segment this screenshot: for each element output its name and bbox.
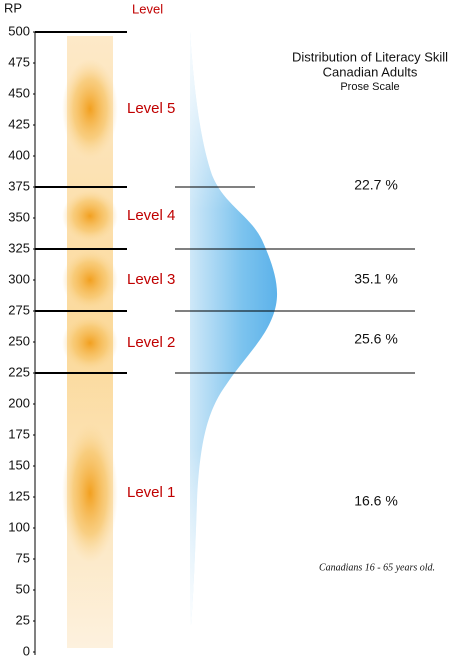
- y-tick-label: 200: [8, 395, 30, 410]
- level-label: Level 1: [127, 484, 175, 501]
- level-spot: [62, 190, 118, 242]
- y-tick-label: 175: [8, 426, 30, 441]
- y-tick-label: 25: [16, 612, 30, 627]
- y-tick-label: 100: [8, 519, 30, 534]
- chart-title: Distribution of Literacy Skill: [292, 49, 448, 64]
- y-tick-label: 150: [8, 457, 30, 472]
- y-tick-label: 275: [8, 302, 30, 317]
- level-spot: [62, 250, 118, 310]
- y-tick-label: 350: [8, 209, 30, 224]
- y-tick-label: 50: [16, 581, 30, 596]
- level-header: Level: [132, 1, 163, 16]
- y-tick-label: 400: [8, 147, 30, 162]
- y-tick-label: 475: [8, 54, 30, 69]
- note: Canadians 16 - 65 years old.: [319, 562, 435, 573]
- y-axis-label: RP: [4, 0, 22, 15]
- scale-name: Prose Scale: [340, 81, 399, 93]
- level-spot: [62, 59, 118, 159]
- y-tick-label: 250: [8, 333, 30, 348]
- y-tick-label: 375: [8, 178, 30, 193]
- percent-label: 16.6 %: [354, 493, 398, 509]
- level-label: Level 4: [127, 207, 175, 224]
- level-label: Level 3: [127, 271, 175, 288]
- percent-label: 22.7 %: [354, 177, 398, 193]
- level-label: Level 2: [127, 334, 175, 351]
- y-tick-label: 300: [8, 271, 30, 286]
- y-tick-label: 225: [8, 364, 30, 379]
- percent-label: 25.6 %: [354, 331, 398, 347]
- y-tick-label: 125: [8, 488, 30, 503]
- y-tick-label: 500: [8, 23, 30, 38]
- y-tick-label: 425: [8, 116, 30, 131]
- y-tick-label: 450: [8, 85, 30, 100]
- level-spot: [62, 423, 118, 563]
- level-label: Level 5: [127, 100, 175, 117]
- y-tick-label: 0: [23, 643, 30, 658]
- chart-subtitle: Canadian Adults: [323, 64, 418, 79]
- y-tick-label: 325: [8, 240, 30, 255]
- curve-fade: [190, 32, 278, 625]
- level-spot: [62, 315, 118, 371]
- y-tick-label: 75: [16, 550, 30, 565]
- percent-label: 35.1 %: [354, 271, 398, 287]
